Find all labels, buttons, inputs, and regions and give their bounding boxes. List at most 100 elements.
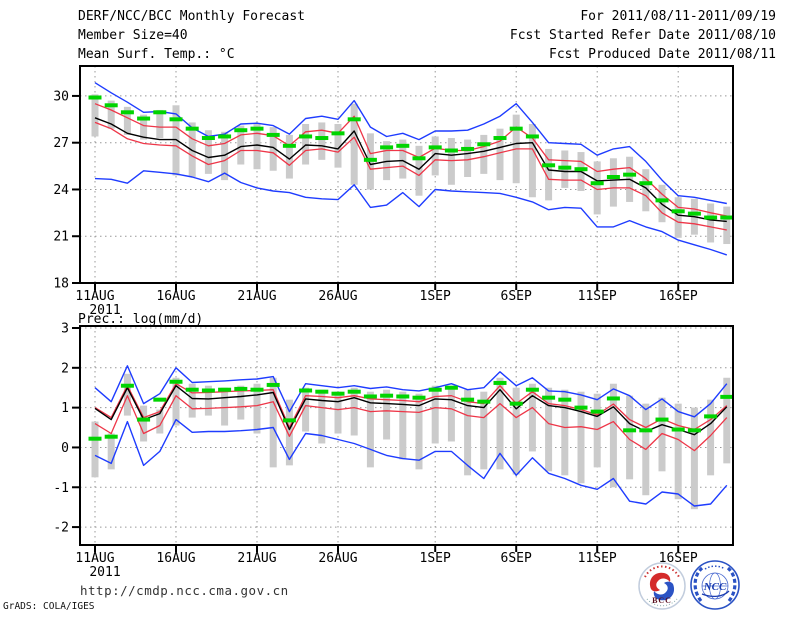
temp-ytick-label-21: 21 [53, 230, 69, 245]
bcc-logo-blue-swirl [653, 581, 675, 601]
prec-spread-bar [269, 377, 277, 468]
prec-series-consensus-dashed [88, 379, 734, 441]
prec-vertical-gridlines [94, 326, 679, 545]
temp-chart-title: Mean Surf. Temp.: °C [78, 47, 235, 62]
temp-spread-bar [464, 139, 472, 177]
prec-frame [79, 325, 734, 546]
prec-xtick-label-26AUG: 26AUG [318, 551, 357, 566]
temp-spread-bar [318, 122, 326, 160]
prec-spread-bar [140, 405, 148, 442]
temp-spread-bar [237, 125, 245, 165]
temp-ytick-label-30: 30 [53, 89, 69, 104]
temp-horizontal-gridlines [80, 95, 733, 237]
temp-spread-bar [723, 206, 731, 245]
temp-series-consensus-dashed [88, 95, 734, 220]
temp-spread-bar [545, 148, 553, 201]
temp-xtick-label-11SEP: 11SEP [578, 289, 617, 304]
temp-spread-bar [91, 94, 99, 137]
temp-spread-bar [642, 169, 650, 212]
prec-spread-bar [528, 383, 536, 452]
ncc-logo-top-arc-text [704, 565, 726, 570]
produced-date-label: Fcst Produced Date 2011/08/11 [549, 47, 776, 62]
ncc-logo-text: NCC [703, 581, 727, 593]
prec-spread-bar [172, 377, 180, 426]
grads-credit-label: GrADS: COLA/IGES [3, 601, 95, 612]
prec-chart-title: Prec.: log(mm/d) [78, 312, 204, 327]
temp-series-ensemble-mean [94, 117, 727, 223]
temp-spread-bar [302, 123, 310, 165]
temp-ytick-label-18: 18 [53, 277, 69, 292]
prec-xtick-label-6SEP: 6SEP [501, 551, 532, 566]
bcc-logo-ring [638, 562, 686, 610]
prec-spread-bar [415, 393, 423, 470]
prec-xtick-label-16SEP: 16SEP [659, 551, 698, 566]
prec-ytick-label--2: -2 [53, 521, 69, 536]
temp-member-spread-bars [91, 94, 731, 245]
temp-spread-bar [447, 138, 455, 185]
prec-spread-bar [626, 395, 634, 480]
prec-spread-bar [545, 387, 553, 472]
prec-spread-bar [480, 391, 488, 470]
temp-series-ensemble-min [94, 170, 728, 256]
temp-spread-bar [204, 130, 212, 174]
bcc-logo-red-swirl [649, 572, 671, 592]
prec-series-lower-spread [94, 395, 728, 452]
prec-spread-bar [334, 391, 342, 434]
prec-spread-bar [723, 377, 731, 464]
prec-spread-bar [707, 399, 715, 476]
prec-spread-bar [399, 391, 407, 460]
temp-spread-bar [140, 114, 148, 140]
prec-xtick-label-11SEP: 11SEP [578, 551, 617, 566]
ncc-logo-swoosh [701, 590, 730, 598]
prec-spread-bar [690, 407, 698, 510]
prec-member-spread-bars [91, 373, 731, 510]
forecast-range-label: For 2011/08/11-2011/09/19 [580, 9, 776, 24]
prec-spread-bar [593, 393, 601, 468]
prec-xtick-label-1SEP: 1SEP [420, 551, 451, 566]
prec-ytick-label-3: 3 [61, 321, 69, 336]
temp-xtick-year-label: 2011 [89, 303, 120, 318]
temp-xtick-label-6SEP: 6SEP [501, 289, 532, 304]
temp-spread-bar [123, 106, 131, 135]
ncc-logo: NCC [690, 560, 740, 610]
prec-xtick-label-21AUG: 21AUG [237, 551, 276, 566]
temp-spread-bar [107, 100, 115, 129]
temp-spread-bar [496, 128, 504, 181]
temp-xtick-label-1SEP: 1SEP [420, 289, 451, 304]
ncc-logo-outer-ring [690, 560, 740, 610]
temp-spread-bar [221, 131, 229, 181]
temp-xtick-label-21AUG: 21AUG [237, 289, 276, 304]
prec-spread-bar [366, 391, 374, 468]
prec-spread-bar [107, 433, 115, 470]
prec-spread-bar [609, 383, 617, 488]
page-title: DERF/NCC/BCC Monthly Forecast [78, 9, 305, 24]
prec-ytick-label--1: -1 [53, 481, 69, 496]
prec-spread-bar [496, 377, 504, 470]
prec-xtick-label-11AUG: 11AUG [75, 551, 114, 566]
prec-spread-bar [383, 389, 391, 440]
temp-spread-bar [593, 161, 601, 215]
prec-spread-bar [431, 385, 439, 444]
temp-xtick-label-16AUG: 16AUG [156, 289, 195, 304]
temp-y-axis: 30 27 24 21 18 [53, 89, 80, 292]
temp-spread-bar [253, 123, 261, 170]
prec-xtick-year-label: 2011 [89, 565, 120, 580]
prec-spread-bar [674, 403, 682, 500]
temp-spread-bar [383, 141, 391, 181]
prec-spread-bar [464, 389, 472, 476]
prec-spread-bar [156, 409, 164, 434]
prec-spread-bar [302, 387, 310, 432]
prec-series-ensemble-min [94, 418, 728, 507]
prec-spread-bar [188, 383, 196, 418]
prec-spread-bar [91, 421, 99, 478]
temp-spread-bar [399, 139, 407, 179]
prec-horizontal-gridlines [80, 327, 733, 528]
prec-y-axis: 3 2 1 0 -1 -2 [53, 321, 80, 536]
prec-spread-bar [204, 385, 212, 416]
